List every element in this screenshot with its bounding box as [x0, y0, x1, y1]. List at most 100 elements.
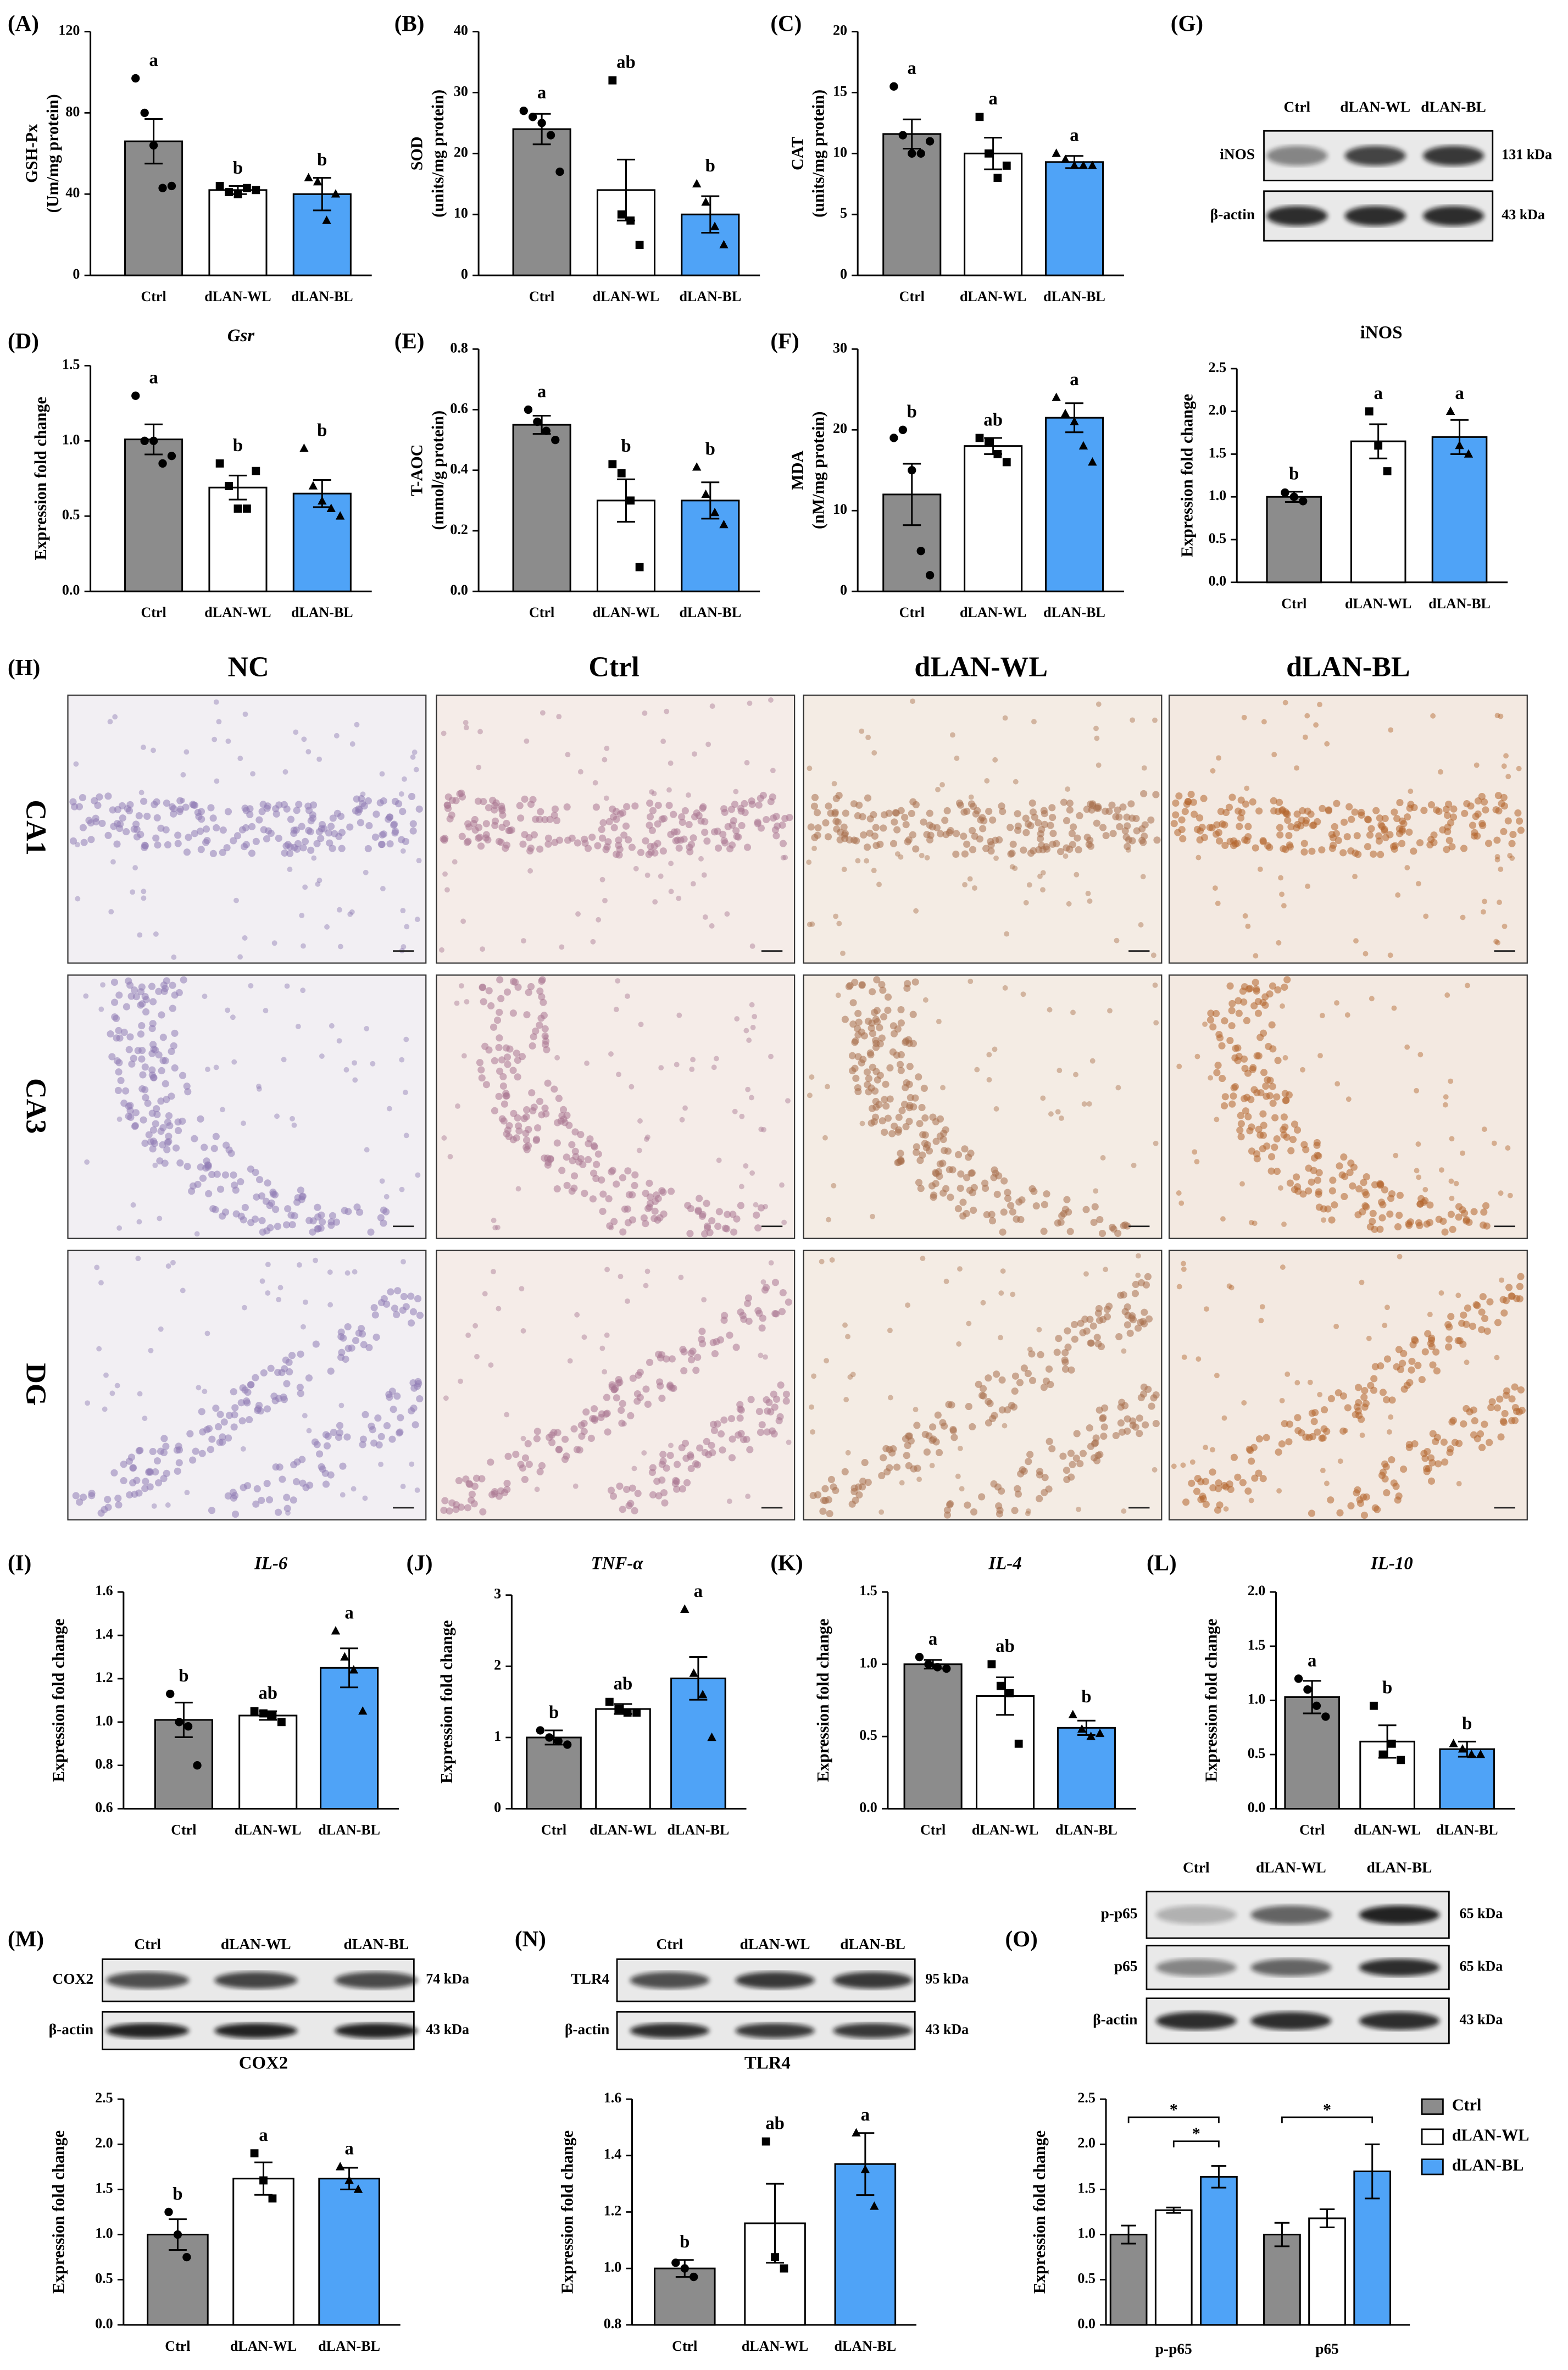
- cell: [1429, 1361, 1437, 1369]
- cell: [1100, 1433, 1108, 1440]
- cell: [1375, 832, 1383, 840]
- cell: [963, 807, 971, 815]
- cell: [302, 1413, 308, 1419]
- cell: [1460, 845, 1468, 852]
- cell: [360, 791, 366, 797]
- data-point: [985, 149, 993, 158]
- x-tick-label: Ctrl: [171, 1822, 196, 1838]
- cell: [241, 843, 248, 851]
- cell: [913, 1422, 921, 1429]
- chart-title: IL-4: [988, 1553, 1021, 1573]
- cell: [363, 869, 369, 875]
- cell: [141, 1086, 149, 1094]
- data-point: [1014, 1739, 1023, 1748]
- cell: [687, 1451, 694, 1459]
- cell: [720, 1316, 728, 1324]
- cell: [1247, 1096, 1255, 1103]
- bar: [964, 445, 1023, 592]
- cell: [871, 750, 877, 756]
- cell: [1318, 846, 1326, 854]
- cell: [618, 1406, 625, 1414]
- cell: [824, 1358, 830, 1364]
- cell: [141, 889, 147, 895]
- cell: [979, 1385, 987, 1392]
- cell: [1083, 1327, 1091, 1335]
- cell: [302, 1484, 310, 1491]
- cell: [163, 799, 170, 807]
- cell: [999, 808, 1007, 815]
- cell: [1144, 1273, 1152, 1280]
- cell: [1254, 998, 1262, 1006]
- cell: [836, 920, 842, 926]
- cell: [231, 1059, 237, 1065]
- cell: [658, 1395, 666, 1402]
- cell: [306, 1428, 312, 1434]
- cell: [514, 983, 522, 991]
- cell: [993, 1370, 1000, 1378]
- cell: [1273, 1093, 1281, 1101]
- cell: [698, 856, 704, 862]
- cell: [214, 778, 220, 784]
- legend-swatch: [1421, 2098, 1444, 2115]
- data-point: [1455, 440, 1464, 449]
- cell: [524, 1142, 532, 1150]
- cell: [113, 1057, 121, 1065]
- cell: [75, 803, 84, 811]
- cell: [1135, 1253, 1141, 1259]
- cell: [336, 1038, 342, 1044]
- cell: [1215, 829, 1222, 836]
- cell: [199, 1174, 207, 1182]
- cell: [1441, 1458, 1449, 1466]
- cell: [1018, 1196, 1026, 1204]
- cell: [1152, 982, 1158, 988]
- data-point: [908, 466, 916, 475]
- cell: [1049, 840, 1057, 848]
- cell: [917, 1185, 925, 1192]
- cell: [855, 1018, 863, 1026]
- cell: [1103, 1313, 1111, 1320]
- cell: [1433, 1367, 1441, 1375]
- cell: [212, 1206, 219, 1213]
- cell: [140, 797, 148, 805]
- cell: [644, 872, 650, 878]
- cell: [605, 1195, 613, 1203]
- cell: [522, 1129, 530, 1137]
- cell: [1460, 1420, 1467, 1428]
- cell: [480, 998, 487, 1006]
- bar: [320, 1667, 379, 1810]
- cell: [285, 1510, 291, 1516]
- cell: [835, 992, 841, 998]
- cell: [454, 1000, 460, 1006]
- cell: [633, 1397, 641, 1405]
- cell: [714, 844, 722, 852]
- cell: [945, 1401, 953, 1408]
- cell: [1193, 1488, 1201, 1495]
- cell: [966, 1320, 972, 1326]
- cell: [842, 809, 849, 817]
- cell: [1089, 800, 1097, 808]
- cell: [947, 1194, 954, 1201]
- cell: [599, 1345, 605, 1351]
- cell: [763, 815, 770, 824]
- cell: [520, 1435, 526, 1441]
- cell: [618, 1274, 624, 1279]
- y-tick-label: 0.5: [1248, 1745, 1265, 1761]
- cell: [1024, 820, 1032, 828]
- cell: [998, 1406, 1006, 1414]
- chart-title: IL-10: [1370, 1553, 1413, 1573]
- cell: [1353, 1403, 1361, 1411]
- cell: [1359, 1432, 1365, 1438]
- cell: [1369, 1218, 1376, 1225]
- data-point: [870, 2201, 879, 2210]
- cell: [1135, 1272, 1141, 1278]
- cell: [873, 1007, 881, 1014]
- cell: [1150, 952, 1156, 958]
- cell: [608, 1225, 614, 1231]
- cell: [164, 1118, 172, 1126]
- cell: [447, 1153, 453, 1159]
- cell: [1002, 715, 1008, 721]
- cell: [474, 1353, 480, 1359]
- cell: [705, 741, 711, 747]
- x-tick-label: dLAN-BL: [318, 1822, 380, 1838]
- cell: [1060, 798, 1068, 806]
